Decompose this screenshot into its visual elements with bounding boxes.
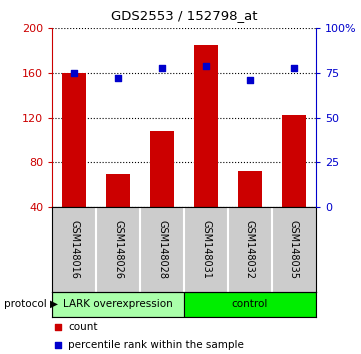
Bar	[150, 131, 174, 207]
Point	[71, 70, 77, 76]
Text: protocol ▶: protocol ▶	[4, 299, 58, 309]
Text: GSM148028: GSM148028	[157, 220, 167, 279]
Text: GSM148016: GSM148016	[69, 220, 79, 279]
Text: percentile rank within the sample: percentile rank within the sample	[68, 340, 244, 350]
Text: GSM148031: GSM148031	[201, 220, 211, 279]
Bar	[106, 173, 130, 207]
Point	[291, 65, 297, 70]
Point	[203, 63, 209, 69]
Text: GSM148032: GSM148032	[245, 220, 255, 279]
Text: GDS2553 / 152798_at: GDS2553 / 152798_at	[111, 9, 257, 22]
Bar	[238, 171, 262, 207]
Point	[159, 65, 165, 70]
Text: count: count	[68, 322, 98, 332]
Point	[55, 325, 61, 330]
Text: control: control	[232, 299, 268, 309]
Point	[247, 77, 253, 83]
Text: LARK overexpression: LARK overexpression	[63, 299, 173, 309]
Text: GSM148026: GSM148026	[113, 220, 123, 279]
Bar	[194, 45, 218, 207]
Bar	[282, 115, 306, 207]
Bar	[62, 73, 86, 207]
Point	[115, 75, 121, 81]
Bar	[52, 292, 184, 317]
Bar	[184, 292, 316, 317]
Text: GSM148035: GSM148035	[289, 220, 299, 279]
Point	[55, 342, 61, 348]
